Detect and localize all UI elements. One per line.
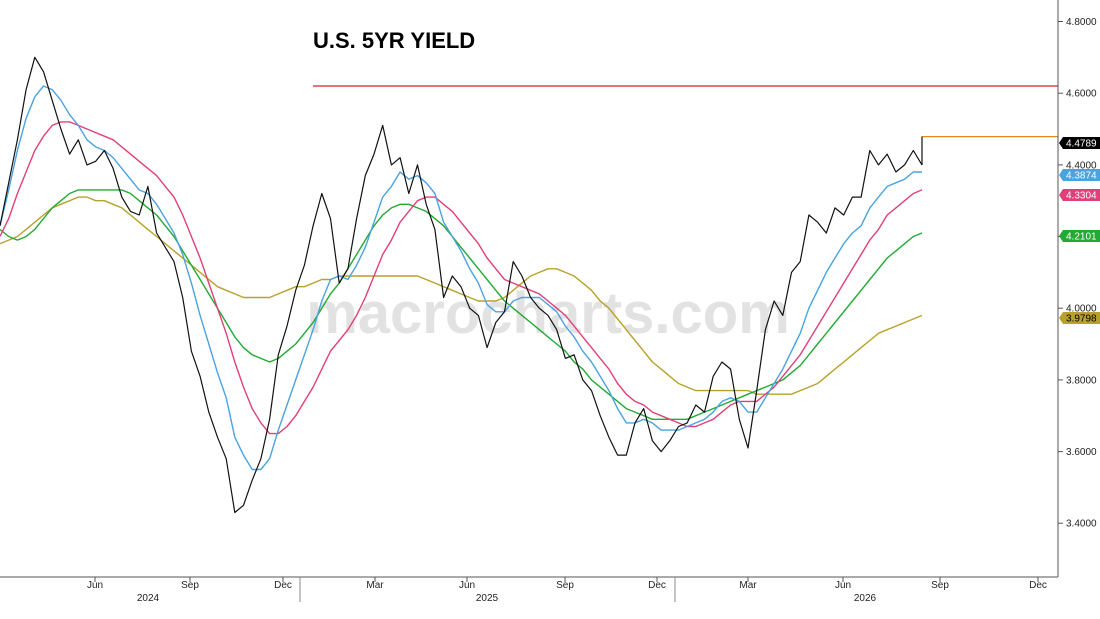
x-tick-label: Sep [931,580,949,591]
y-tick-label: 4.0000 [1066,304,1097,315]
value-tag-label: 4.2101 [1066,232,1097,243]
x-tick-label: Sep [181,580,199,591]
x-year-label: 2024 [137,593,160,604]
x-year-label: 2025 [476,593,499,604]
x-tick-label: Dec [1029,580,1047,591]
x-tick-label: Sep [556,580,574,591]
value-tag-box [1059,312,1100,324]
value-tag-label: 4.4789 [1066,139,1097,150]
y-tick-label: 3.6000 [1066,447,1097,458]
series-line-0 [0,56,923,514]
value-tag-label: 4.3304 [1066,191,1097,202]
y-tick-label: 4.6000 [1066,89,1097,100]
x-tick-label: Dec [648,580,666,591]
value-tag-box [1059,189,1100,201]
watermark: macrocharts.com [306,281,790,346]
x-tick-label: Jun [835,580,851,591]
x-axis: Jun Sep Dec Mar Jun Sep Dec Mar Jun Sep Dec 2024 202… [87,577,1047,604]
x-tick-label: Dec [274,580,292,591]
x-tick-label: Mar [366,580,384,591]
x-year-label: 2026 [854,593,877,604]
series-layer [0,56,923,514]
x-tick-label: Mar [739,580,757,591]
x-tick-label: Jun [459,580,475,591]
value-tag-box [1059,230,1100,242]
reference-lines [313,85,1058,165]
series-line-1 [0,85,922,471]
series-line-3 [0,189,923,420]
chart-title: U.S. 5YR YIELD [313,28,475,53]
value-tag-label: 3.9798 [1066,314,1097,325]
value-tag-box [1059,137,1100,149]
y-tick-label: 3.8000 [1066,375,1097,386]
value-tag-box [1059,169,1100,181]
value-tag-label: 4.3874 [1066,171,1097,182]
y-tick-label: 3.4000 [1066,519,1097,530]
y-tick-label: 4.8000 [1066,17,1097,28]
x-tick-label: Jun [87,580,103,591]
y-tick-label: 4.4000 [1066,160,1097,171]
last-value-tags: 4.4789 4.3874 4.3304 4.2101 3.9798 [1059,137,1100,325]
